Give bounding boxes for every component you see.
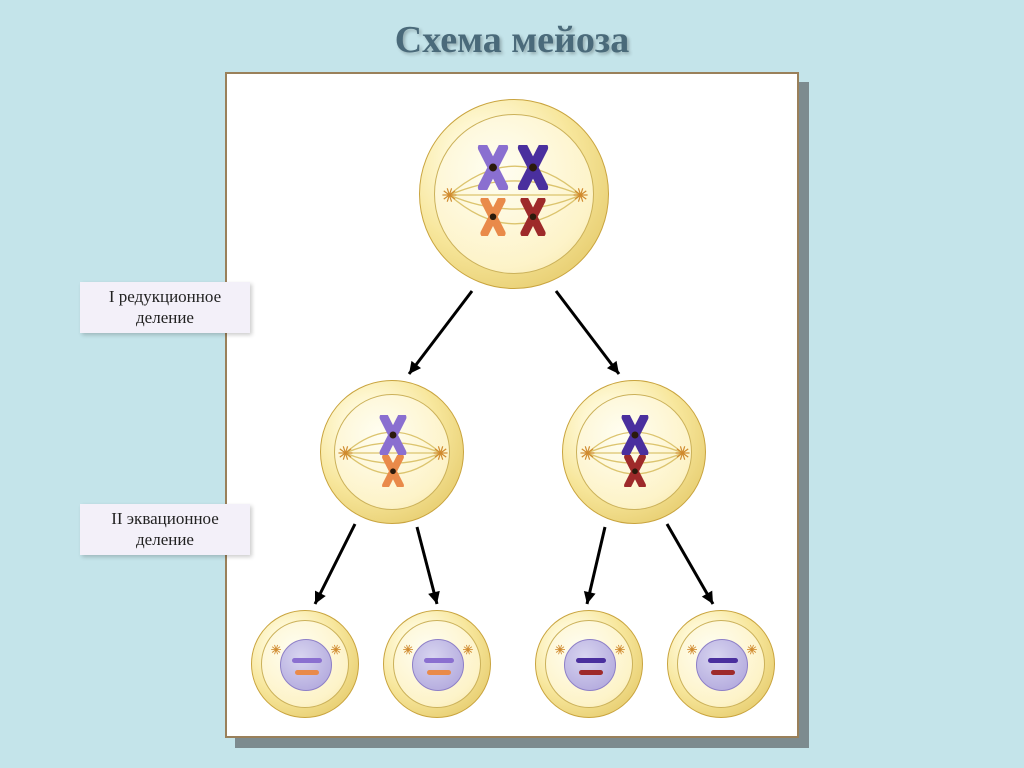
label-division-2-line2: деление bbox=[136, 530, 194, 549]
parent-cell bbox=[419, 99, 609, 289]
meiosis1-cell-1 bbox=[562, 380, 706, 524]
slide-title: Схема мейоза bbox=[0, 18, 1024, 62]
label-division-2: II эквационное деление bbox=[80, 504, 250, 555]
diagram-panel-wrap bbox=[225, 72, 799, 738]
arrow bbox=[305, 514, 365, 614]
cell-cytoplasm bbox=[393, 620, 481, 708]
arrow bbox=[546, 281, 629, 384]
cell-cytoplasm bbox=[677, 620, 765, 708]
cell-cytoplasm bbox=[334, 394, 450, 510]
meiosis1-cell-0 bbox=[320, 380, 464, 524]
label-division-1-line2: деление bbox=[136, 308, 194, 327]
arrow bbox=[657, 514, 723, 614]
cell-cytoplasm bbox=[576, 394, 692, 510]
label-division-1: I редукционное деление bbox=[80, 282, 250, 333]
cell-cytoplasm bbox=[545, 620, 633, 708]
label-division-1-line1: I редукционное bbox=[109, 287, 221, 306]
arrow bbox=[577, 517, 615, 614]
meiosis2-cell-2 bbox=[535, 610, 643, 718]
label-division-2-line1: II эквационное bbox=[111, 509, 219, 528]
meiosis2-cell-0 bbox=[251, 610, 359, 718]
diagram-panel bbox=[225, 72, 799, 738]
arrow bbox=[399, 281, 482, 384]
cell-cytoplasm bbox=[261, 620, 349, 708]
meiosis2-cell-1 bbox=[383, 610, 491, 718]
meiosis2-cell-3 bbox=[667, 610, 775, 718]
cell-cytoplasm bbox=[434, 114, 594, 274]
slide: Схема мейоза I редукционное деление II э… bbox=[0, 0, 1024, 768]
arrow bbox=[407, 517, 447, 614]
